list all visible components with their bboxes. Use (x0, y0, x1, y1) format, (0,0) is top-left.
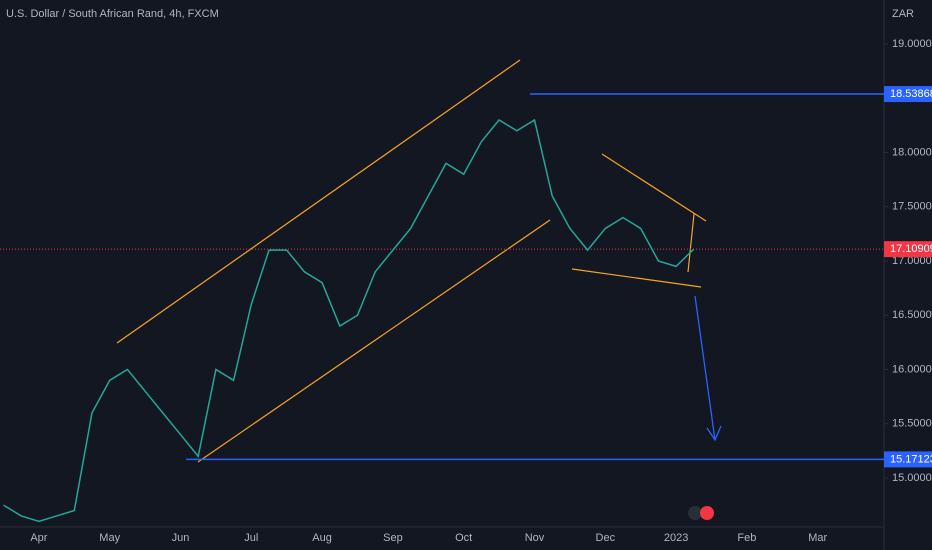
currency-label: ZAR (892, 8, 914, 20)
x-tick-label: Nov (525, 532, 545, 544)
level-tag (884, 86, 932, 103)
x-tick-label: Dec (596, 532, 616, 544)
channel-lower (197, 219, 551, 463)
icon-flash (688, 506, 702, 520)
last-price-tag (884, 241, 932, 258)
icon-flag (700, 506, 714, 520)
y-tick-label: 15.50000 (892, 418, 932, 430)
y-tick-label: 17.00000 (892, 255, 932, 267)
arrow (694, 295, 722, 442)
level-label: 15.17123 (890, 453, 932, 465)
x-tick-label: Jun (172, 532, 190, 544)
x-tick-label: Feb (737, 532, 756, 544)
x-tick-label: Oct (455, 532, 472, 544)
x-tick-label: Apr (30, 532, 47, 544)
y-tick-label: 19.00000 (892, 38, 932, 50)
last-price-label: 17.10909 (890, 243, 932, 255)
x-tick-label: 2023 (664, 532, 688, 544)
y-tick-label: 15.00000 (892, 472, 932, 484)
arrow-shaft (694, 295, 716, 441)
x-tick-label: May (99, 532, 120, 544)
x-tick-label: Mar (808, 532, 827, 544)
channel-upper (116, 59, 521, 344)
x-tick-label: Sep (383, 532, 403, 544)
wedge-lower (571, 268, 702, 288)
y-tick-label: 16.00000 (892, 363, 932, 375)
y-tick-label: 17.50000 (892, 201, 932, 213)
wedge-breakout (687, 213, 695, 273)
x-tick-label: Jul (244, 532, 258, 544)
price-line (3, 118, 695, 523)
level-label: 18.53868 (890, 88, 932, 100)
arrow-head (706, 425, 722, 442)
wedge-upper (601, 153, 707, 222)
level-tag (884, 451, 932, 468)
chart-title: U.S. Dollar / South African Rand, 4h, FX… (6, 8, 219, 20)
y-tick-label: 16.50000 (892, 309, 932, 321)
y-tick-label: 18.00000 (892, 146, 932, 158)
icons (688, 506, 714, 520)
x-tick-label: Aug (312, 532, 332, 544)
trendlines (116, 59, 707, 463)
